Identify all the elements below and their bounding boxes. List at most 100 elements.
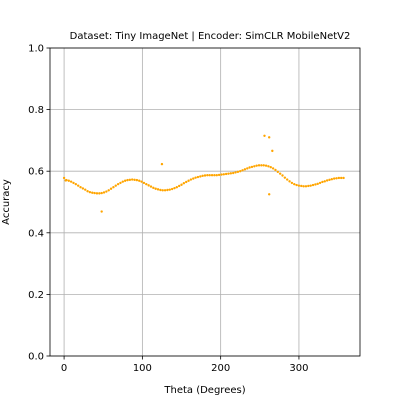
data-point: [269, 166, 272, 169]
data-point: [248, 166, 251, 169]
data-point: [262, 164, 265, 167]
data-point: [239, 170, 242, 173]
data-point: [210, 174, 214, 177]
data-point: [74, 182, 78, 186]
data-point: [98, 192, 101, 195]
data-point: [180, 183, 183, 186]
data-point: [316, 182, 319, 186]
data-point: [325, 179, 329, 182]
y-tick-label: 0.8: [28, 105, 44, 116]
data-point: [62, 176, 66, 180]
chart-title: Dataset: Tiny ImageNet | Encoder: SimCLR…: [70, 31, 351, 42]
data-point: [93, 191, 96, 195]
data-point: [138, 179, 141, 182]
data-point: [234, 171, 237, 174]
data-point: [154, 187, 157, 190]
data-point: [185, 180, 188, 184]
data-point: [189, 178, 193, 181]
data-point: [102, 191, 106, 194]
data-point: [267, 136, 271, 139]
data-point: [222, 173, 225, 176]
data-point: [286, 178, 289, 181]
data-point: [86, 190, 89, 193]
data-point: [69, 180, 73, 183]
data-point: [161, 189, 164, 192]
data-point: [67, 179, 70, 182]
data-point: [276, 170, 279, 174]
data-point: [159, 188, 162, 192]
data-point: [236, 170, 240, 174]
data-point: [332, 177, 336, 180]
data-point: [271, 167, 275, 170]
data-point: [177, 184, 181, 188]
data-point: [227, 172, 230, 175]
data-point: [290, 181, 294, 185]
data-point: [121, 180, 125, 183]
y-tick-label: 1.0: [28, 44, 44, 55]
x-tick-label: 0: [61, 363, 67, 374]
data-point: [328, 178, 331, 182]
data-point: [175, 186, 179, 189]
data-point: [215, 174, 218, 177]
data-point: [220, 173, 223, 176]
y-tick-label: 0.6: [28, 167, 44, 178]
data-point: [168, 188, 171, 191]
x-axis-label: Theta (Degrees): [163, 385, 245, 396]
data-point: [302, 185, 305, 188]
data-point: [257, 164, 261, 167]
data-point: [250, 165, 254, 169]
data-point: [342, 176, 345, 180]
data-point: [156, 188, 160, 191]
data-point: [318, 181, 322, 185]
data-point: [107, 189, 110, 192]
data-point: [196, 175, 200, 179]
data-point: [72, 181, 75, 185]
data-point: [199, 175, 202, 178]
data-point: [123, 179, 127, 182]
data-point: [264, 164, 268, 167]
data-point: [271, 149, 274, 153]
axis-ticks: 0 100 200 300 0.0 0.2 0.4 0.6 0.8 1.0: [28, 44, 308, 375]
data-point: [337, 176, 341, 180]
data-point: [288, 180, 291, 183]
data-point: [263, 134, 266, 137]
y-tick-label: 0.4: [28, 228, 44, 239]
data-point: [187, 179, 190, 182]
data-point: [224, 172, 228, 176]
data-point: [340, 176, 343, 180]
x-tick-label: 300: [289, 363, 308, 374]
plot-frame: [49, 47, 361, 357]
data-point: [241, 169, 244, 172]
data-point: [203, 174, 207, 177]
data-point: [246, 167, 249, 170]
data-point: [253, 165, 256, 168]
data-point: [260, 164, 263, 167]
data-point: [314, 183, 317, 186]
data-point: [274, 168, 277, 172]
data-point: [206, 174, 209, 177]
data-point: [304, 185, 308, 188]
y-axis-label: Accuracy: [1, 179, 12, 225]
data-point: [131, 178, 134, 181]
data-point: [135, 178, 139, 182]
data-point: [335, 177, 338, 180]
data-point: [295, 183, 298, 187]
data-point: [173, 186, 176, 190]
x-tick-label: 200: [211, 363, 230, 374]
data-point: [88, 190, 92, 194]
data-point: [300, 184, 303, 188]
data-point: [145, 182, 148, 186]
data-point: [170, 187, 174, 191]
data-point: [160, 162, 164, 166]
data-point: [105, 190, 108, 193]
data-point: [133, 178, 136, 182]
data-point: [278, 172, 282, 175]
data-point: [166, 188, 169, 192]
y-tick-label: 0.2: [28, 290, 44, 301]
data-point: [79, 186, 82, 189]
data-point: [142, 181, 146, 185]
data-point: [194, 176, 197, 179]
data-point: [297, 184, 301, 187]
data-point: [231, 171, 235, 175]
